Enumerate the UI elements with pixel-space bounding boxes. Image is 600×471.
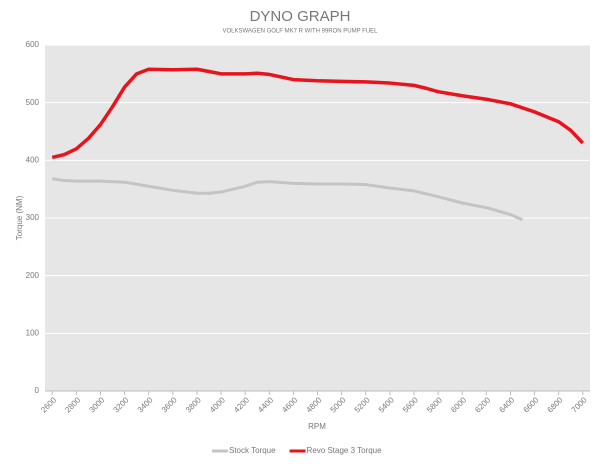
- y-axis-label: Torque (NM): [15, 195, 24, 240]
- x-tick-label: 3600: [160, 395, 179, 414]
- chart-title: DYNO GRAPH: [250, 8, 351, 25]
- x-tick-label: 5000: [329, 395, 348, 414]
- x-tick-label: 4000: [208, 395, 227, 414]
- x-tick-label: 3200: [112, 395, 131, 414]
- y-tick-label: 0: [35, 386, 40, 395]
- series-line: [51, 67, 585, 160]
- y-tick-label: 600: [26, 40, 40, 49]
- y-tick-label: 300: [26, 213, 40, 222]
- x-tick-label: 4400: [256, 395, 275, 414]
- y-tick-label: 100: [26, 328, 40, 337]
- x-tick-label: 6600: [521, 395, 540, 414]
- x-tick-label: 5800: [425, 395, 444, 414]
- legend-label: Stock Torque: [229, 446, 276, 455]
- x-tick-label: 7000: [570, 395, 589, 414]
- x-tick-label: 3400: [136, 395, 155, 414]
- x-tick-label: 5600: [401, 395, 420, 414]
- y-tick-label: 200: [26, 271, 40, 280]
- x-axis-label: RPM: [308, 422, 326, 431]
- x-tick-label: 4200: [232, 395, 251, 414]
- x-tick-label: 5400: [377, 395, 396, 414]
- x-tick-label: 3000: [87, 395, 106, 414]
- x-tick-label: 3800: [184, 395, 203, 414]
- x-tick-label: 4800: [304, 395, 323, 414]
- chart-subtitle: VOLKSWAGEN GOLF MK7 R WITH 99RON PUMP FU…: [222, 29, 378, 35]
- x-tick-label: 4600: [280, 395, 299, 414]
- series-line: [52, 177, 524, 222]
- y-tick-label: 500: [26, 98, 40, 107]
- x-tick-label: 6800: [546, 395, 565, 414]
- x-tick-label: 5200: [353, 395, 372, 414]
- x-tick-label: 2800: [63, 395, 82, 414]
- x-tick-label: 6000: [449, 395, 468, 414]
- x-tick-label: 6200: [473, 395, 492, 414]
- x-tick-label: 2600: [39, 395, 58, 414]
- x-tick-label: 6400: [497, 395, 516, 414]
- y-tick-label: 400: [26, 155, 40, 164]
- legend-label: Revo Stage 3 Torque: [307, 446, 383, 455]
